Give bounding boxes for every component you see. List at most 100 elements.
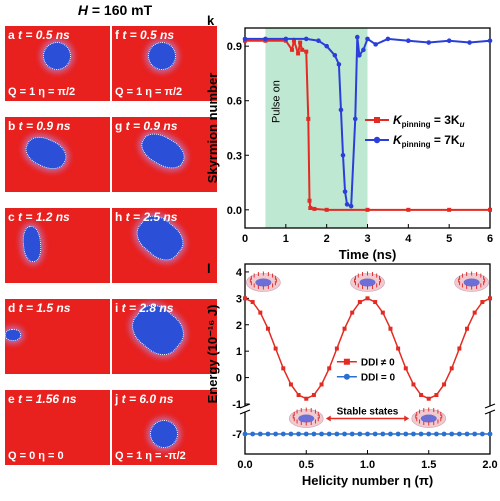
data-point <box>334 431 340 437</box>
snapshot-panel-e: e t = 1.56 ns Q = 0 η = 0 <box>5 390 110 465</box>
data-point <box>488 296 492 301</box>
axis-break-mark <box>239 409 251 415</box>
data-point <box>307 198 312 203</box>
data-point <box>242 431 248 437</box>
data-point <box>472 310 477 315</box>
snapshot-panel-d: d t = 1.5 ns <box>5 299 110 374</box>
x-axis-label: Helicity number η (π) <box>302 473 433 488</box>
snapshot-panel-j: j t = 6.0 ns Q = 1 η = -π/2 <box>112 390 217 465</box>
data-point <box>344 202 350 207</box>
data-point <box>303 36 309 42</box>
data-point <box>365 207 370 212</box>
y-tick-label: 0.9 <box>227 41 242 53</box>
snapshot-time: t = 0.5 ns <box>18 28 70 42</box>
data-point <box>434 431 439 437</box>
data-point <box>446 38 452 44</box>
x-tick-label: 6 <box>487 233 493 245</box>
skyrmion-core <box>463 278 480 287</box>
y-tick-label: 3 <box>236 293 242 305</box>
data-point <box>265 326 270 331</box>
data-point <box>467 40 472 45</box>
data-point <box>380 310 385 315</box>
data-point <box>365 296 370 301</box>
data-point <box>388 431 393 437</box>
legend-label: Kpinning = 3Ku <box>393 113 465 129</box>
data-point <box>304 396 309 401</box>
data-point <box>348 203 354 209</box>
data-point <box>327 366 332 371</box>
panel-letter: i <box>115 301 122 315</box>
data-point <box>457 346 462 351</box>
topology-label: Q = 1 η = -π/2 <box>115 450 186 462</box>
snapshot-label: i t = 2.8 ns <box>115 301 173 315</box>
data-point <box>265 431 271 437</box>
data-point <box>449 431 455 437</box>
data-point <box>288 431 294 437</box>
y-tick-label: 2 <box>236 320 242 332</box>
data-point <box>406 38 411 44</box>
axis-break-mark <box>484 403 496 409</box>
y-tick-label: 4 <box>236 267 243 279</box>
data-point <box>464 431 470 437</box>
data-point <box>396 346 401 351</box>
snapshot-panel-a: a t = 0.5 ns Q = 1 η = π/2 <box>5 26 110 101</box>
panel-letter: b <box>8 119 19 133</box>
snapshot-time: t = 0.5 ns <box>122 28 175 42</box>
x-tick-label: 0.5 <box>299 459 314 471</box>
pulse-region <box>265 28 368 228</box>
snapshot-label: e t = 1.56 ns <box>8 392 76 406</box>
panel-letter: c <box>8 210 19 224</box>
panel-letter: d <box>8 301 19 315</box>
y-tick-label: -7 <box>232 429 242 441</box>
x-tick-label: 1.0 <box>360 459 375 471</box>
chart-k: k Pulse on 0 1 2 3 4 5 6 0.0 0.3 0.6 0.9 Time (ns) Sky… <box>205 13 493 262</box>
snapshot-panel-g: g t = 0.9 ns <box>112 117 217 192</box>
data-point <box>434 393 439 398</box>
data-point <box>426 431 432 437</box>
data-point <box>426 40 432 45</box>
panel-letter: j <box>115 392 122 406</box>
legend-marker <box>343 358 350 365</box>
data-point <box>243 296 247 301</box>
snapshot-label: c t = 1.2 ns <box>8 210 70 224</box>
snapshot-time: t = 2.5 ns <box>125 210 178 224</box>
data-point <box>365 431 370 437</box>
skyrmion-blob <box>5 329 21 341</box>
skyrmion-blob <box>21 131 71 175</box>
data-point <box>303 431 309 437</box>
y-tick-label: 0.3 <box>227 150 242 162</box>
legend-marker <box>373 136 381 144</box>
data-point <box>258 310 263 315</box>
snapshot-label: g t = 0.9 ns <box>115 119 177 133</box>
data-point <box>296 393 301 398</box>
snapshot-label: j t = 6.0 ns <box>115 392 173 406</box>
legend-label: DDI = 0 <box>361 373 396 384</box>
panel-letter: a <box>8 28 19 42</box>
x-tick-label: 5 <box>446 233 452 245</box>
data-point <box>324 43 329 49</box>
data-point <box>456 431 462 437</box>
data-point <box>373 300 378 305</box>
y-tick-label: 1 <box>236 346 242 358</box>
x-tick-label: 2.0 <box>482 459 497 471</box>
data-point <box>419 393 424 398</box>
data-point <box>338 107 344 113</box>
snapshot-label: d t = 1.5 ns <box>8 301 70 315</box>
data-point <box>340 152 346 158</box>
x-tick-label: 0 <box>242 233 248 245</box>
x-tick-label: 2 <box>324 233 330 245</box>
panel-letter: h <box>115 210 126 224</box>
data-point <box>342 189 348 194</box>
data-point <box>250 300 255 305</box>
data-point <box>373 42 378 47</box>
data-point <box>411 382 416 387</box>
data-point <box>480 300 485 305</box>
snapshot-panel-h: h t = 2.5 ns <box>112 208 217 283</box>
data-point <box>342 431 347 437</box>
data-point <box>250 431 256 437</box>
data-point <box>442 382 447 387</box>
data-point <box>403 431 409 437</box>
data-point <box>342 326 347 331</box>
data-point <box>426 396 431 401</box>
topology-label: Q = 1 η = π/2 <box>8 86 76 98</box>
